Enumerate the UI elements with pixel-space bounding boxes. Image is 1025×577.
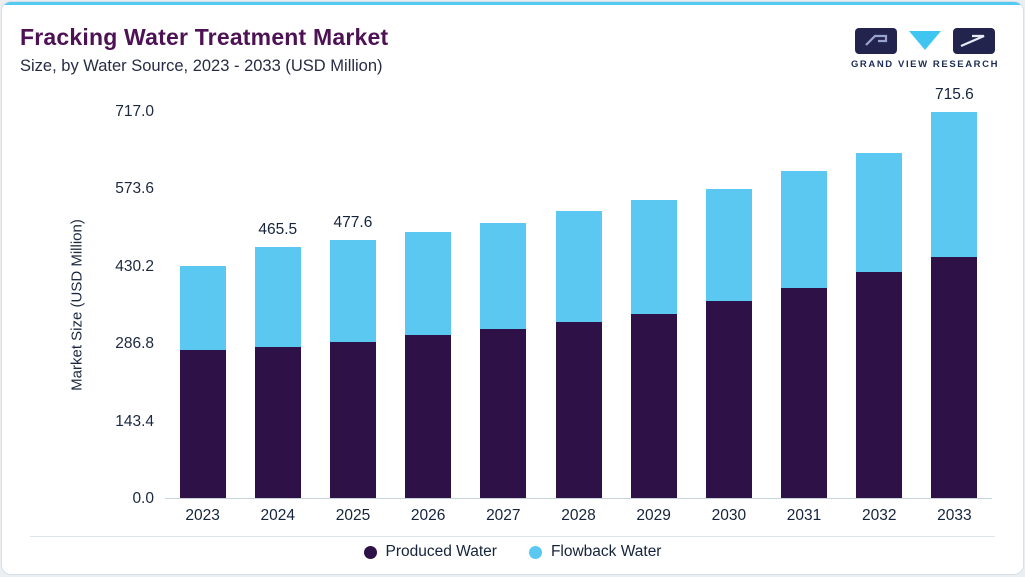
x-tick-label-2030: 2030 [711,507,747,524]
segment-produced-2029 [630,313,677,498]
segment-flowback-2023 [179,265,226,351]
bar-value-label-2025: 477.6 [333,214,373,232]
segment-flowback-2027 [480,222,527,330]
bar-2025 [329,240,376,498]
brand-logo-text: GRAND VIEW RESEARCH [850,59,1000,70]
bar-2024 [254,246,301,498]
y-axis-title: Market Size (USD Million) [68,219,86,391]
legend-divider [30,536,995,537]
bar-value-label-2024: 465.5 [258,220,298,238]
page-subtitle: Size, by Water Source, 2023 - 2033 (USD … [20,57,383,75]
segment-produced-2028 [555,322,602,498]
x-tick-label-2025: 2025 [335,507,371,524]
legend-dot [363,545,377,559]
segment-flowback-2026 [405,232,452,335]
y-tick-label: 143.4 [115,412,154,430]
x-tick-label-2024: 2024 [260,507,295,524]
x-tick-label-2032: 2032 [861,507,897,524]
bar-2028 [555,210,602,498]
legend: Produced Water Flowback Water [2,543,1023,561]
y-tick-label: 573.6 [115,180,154,198]
y-tick-label: 286.8 [115,335,154,353]
bar-2033 [931,111,978,498]
x-tick-label-2031: 2031 [786,507,822,524]
brand-logo: GRAND VIEW RESEARCH [849,28,1001,70]
segment-produced-2023 [179,350,226,498]
y-tick-label: 717.0 [115,103,154,120]
bar-2026 [405,232,452,498]
x-tick-label-2028: 2028 [561,507,596,524]
y-tick-label: 430.2 [115,257,154,275]
segment-produced-2024 [254,346,301,498]
segment-produced-2030 [705,300,752,498]
bar-2027 [480,222,527,498]
segment-flowback-2029 [630,199,677,314]
x-tick-label-2029: 2029 [636,507,671,524]
segment-flowback-2025 [329,240,376,342]
segment-produced-2033 [931,256,978,498]
x-tick-label-2026: 2026 [410,507,446,524]
bar-2029 [630,199,677,498]
segment-flowback-2024 [254,246,301,347]
segment-produced-2026 [405,335,452,498]
x-tick-label-2027: 2027 [486,507,521,524]
segment-flowback-2031 [781,171,828,289]
legend-label: Produced Water [385,543,497,560]
x-axis-ticks: 2023 2024 2025 2026 2027 2028 2029 2030 2031 2032… [165,507,992,531]
segment-flowback-2028 [555,210,602,323]
bar-value-label-2033: 715.6 [935,85,974,103]
bar-2023 [179,265,226,498]
page-title: Fracking Water Treatment Market [20,24,389,50]
y-tick-label: 0.0 [132,490,154,507]
x-tick-label-2023: 2023 [185,507,220,524]
segment-flowback-2033 [931,111,978,257]
segment-produced-2032 [856,271,903,498]
legend-label: Flowback Water [550,543,662,560]
top-accent-line [2,2,1023,5]
bar-2032 [856,152,903,498]
brand-logo-mark [855,28,995,54]
segment-flowback-2030 [705,189,752,301]
x-tick-label-2033: 2033 [937,507,972,524]
legend-item-produced-water: Produced Water [363,543,497,561]
legend-dot [528,545,542,559]
segment-flowback-2032 [856,152,903,272]
plot-area: 465.5 477.6 715.6 [165,86,992,499]
bar-2030 [705,189,752,498]
segment-produced-2025 [329,342,376,498]
segment-produced-2027 [480,329,527,498]
legend-item-flowback-water: Flowback Water [528,543,662,561]
segment-produced-2031 [781,288,828,498]
bar-2031 [781,171,828,498]
